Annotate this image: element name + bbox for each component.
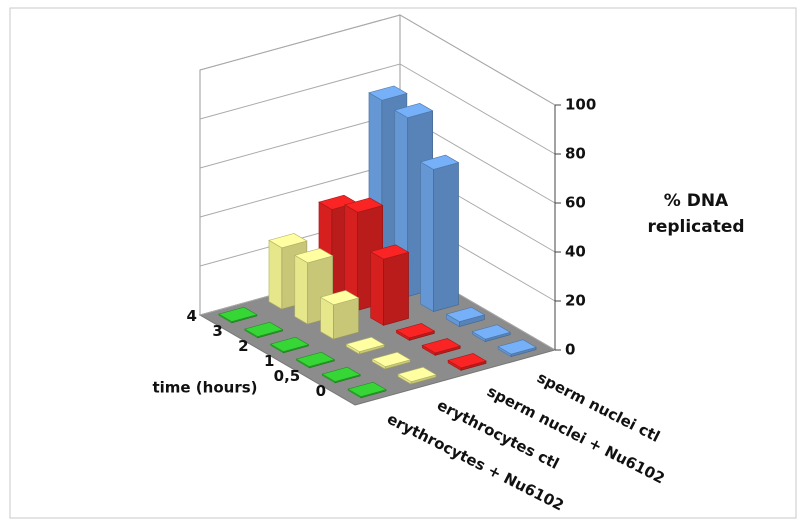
x-tick-label: 4 [186, 307, 196, 325]
bar-side [294, 254, 309, 325]
bar [397, 366, 437, 385]
bar-top [419, 154, 460, 170]
bar [295, 351, 336, 369]
bar [419, 154, 460, 313]
bar-top [269, 336, 310, 352]
bar [319, 290, 360, 340]
bar-top [244, 321, 284, 337]
y-tick-label: 20 [565, 292, 586, 310]
bar-side [268, 239, 283, 310]
y-tick-label: 100 [565, 96, 596, 114]
bar-top [321, 366, 361, 382]
bar [369, 244, 410, 326]
bar-top [368, 85, 408, 101]
bar-top [347, 381, 387, 397]
bar-top [295, 351, 336, 367]
x-tick-label: 0,5 [274, 367, 301, 385]
bar-top [369, 244, 410, 260]
bar [244, 321, 284, 339]
bar [497, 339, 537, 358]
x-tick-label: 1 [264, 352, 274, 370]
bar-top [218, 306, 258, 322]
bar [421, 338, 461, 356]
grid-line [199, 63, 556, 155]
x-tick-label: 0 [316, 382, 326, 400]
bar-top [397, 366, 437, 382]
bar-top [371, 351, 411, 367]
bar-top [497, 339, 537, 355]
bar-top [471, 324, 511, 340]
bar-top [445, 306, 486, 322]
bar-side [420, 161, 434, 313]
bar-front [333, 297, 359, 340]
bar-front [383, 251, 409, 326]
bar-top [294, 248, 334, 264]
bar-top [268, 233, 308, 249]
bar [269, 336, 310, 354]
bar [445, 306, 486, 328]
x-tick-label: 2 [238, 337, 248, 355]
bar-top [447, 353, 487, 369]
y-tick-label: 80 [565, 145, 586, 163]
bar [321, 366, 361, 384]
bar [471, 324, 511, 343]
bar-top [345, 336, 386, 352]
grid-line [199, 14, 556, 106]
x-tick-label: 3 [212, 322, 222, 340]
bar [218, 306, 258, 324]
bar-top [394, 103, 434, 119]
y-axis-title: % DNA replicated [647, 191, 745, 237]
bar [345, 336, 386, 355]
bar-top [319, 290, 360, 306]
bar-top [395, 323, 436, 339]
bar-top [421, 338, 461, 354]
y-tick-label: 0 [565, 341, 575, 359]
bar-top [344, 197, 384, 213]
y-tick-label: 40 [565, 243, 586, 261]
bar [347, 381, 387, 399]
bar-front [433, 162, 459, 312]
bar [395, 323, 436, 341]
bar-side [370, 251, 384, 326]
bar [371, 351, 411, 370]
bar [447, 353, 487, 371]
y-tick-label: 60 [565, 194, 586, 212]
x-axis-title: time (hours) [152, 379, 257, 397]
